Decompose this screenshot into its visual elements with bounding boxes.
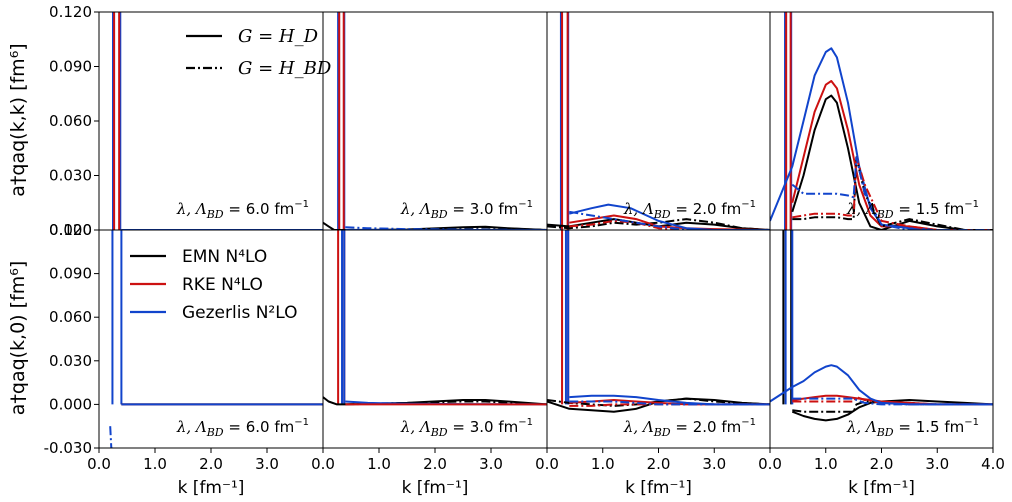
panel-plot-area	[547, 12, 770, 230]
ticks-layer: 0.0000.0300.0600.0900.120-0.0300.0000.03…	[44, 3, 1005, 498]
x-tick-label: 0.0	[87, 455, 111, 473]
panel-frame	[322, 229, 548, 449]
panel-r1-c1: λ, ΛBD = 3.0 fm−1	[322, 229, 548, 449]
series-line-0	[791, 94, 993, 230]
spike-1	[785, 12, 792, 230]
series-line-4	[792, 156, 993, 230]
x-tick-label: 2.0	[647, 455, 671, 473]
legend-top: G = H_D G = H_BD	[186, 26, 332, 79]
x-tick-label: 0.0	[758, 455, 782, 473]
x-tick-label: 1.0	[814, 455, 838, 473]
x-tick-label: 2.0	[423, 455, 447, 473]
series-line-5	[569, 210, 770, 230]
panel-label: λ, ΛBD = 2.0 fm−1	[623, 417, 756, 439]
series-line-3	[109, 426, 113, 448]
panel-label: λ, ΛBD = 6.0 fm−1	[176, 199, 309, 221]
panel-plot-area	[770, 12, 993, 230]
spike-1	[561, 12, 569, 230]
panel-frame	[322, 11, 548, 231]
x-tick-label: 1.0	[367, 455, 391, 473]
panel-label: λ, ΛBD = 3.0 fm−1	[400, 417, 533, 439]
spike-1	[113, 12, 121, 230]
x-axis-label: k [fm⁻¹]	[848, 478, 915, 498]
y-tick-label: 0.120	[49, 3, 92, 21]
y-tick-label: -0.030	[44, 439, 92, 457]
series-line-2	[770, 47, 993, 230]
panel-plot-area	[547, 230, 770, 413]
x-tick-label: 3.0	[702, 455, 726, 473]
x-tick-label: 2.0	[870, 455, 894, 473]
panels-layer: λ, ΛBD = 6.0 fm−1 λ, ΛBD = 3.0 fm−1 λ, ΛBD…	[98, 11, 994, 449]
y-tick-label: 0.000	[49, 221, 92, 239]
y-axis-label-top: a†qaq(k,k) [fm⁶]	[7, 43, 29, 196]
x-tick-label: 2.0	[199, 455, 223, 473]
panel-r1-c3: λ, ΛBD = 1.5 fm−1	[769, 229, 994, 449]
panel-plot-area	[109, 230, 323, 448]
x-axis-label: k [fm⁻¹]	[625, 478, 692, 498]
series-line-3	[569, 219, 770, 230]
series-line-5	[792, 397, 993, 406]
y-tick-label: 0.060	[49, 112, 92, 130]
legend-bottom: EMN N⁴LO RKE N⁴LO Gezerlis N²LO	[130, 247, 298, 323]
panel-plot-area	[323, 12, 547, 230]
spike-0	[111, 230, 123, 405]
panel-label: λ, ΛBD = 3.0 fm−1	[400, 199, 533, 221]
y-tick-label: 0.120	[49, 221, 92, 239]
y-tick-label: 0.030	[49, 167, 92, 185]
legend-top-label: G = H_BD	[238, 58, 332, 79]
panel-label: λ, ΛBD = 1.5 fm−1	[846, 417, 979, 439]
series-line-0	[791, 399, 993, 422]
legend-bottom-label: EMN N⁴LO	[182, 247, 267, 267]
panel-r0-c1: λ, ΛBD = 3.0 fm−1	[322, 11, 548, 231]
panel-label: λ, ΛBD = 6.0 fm−1	[176, 417, 309, 439]
panel-plot-area	[112, 12, 323, 230]
x-tick-label: 3.0	[479, 455, 503, 473]
spike-0	[782, 230, 793, 405]
panel-label: λ, ΛBD = 1.5 fm−1	[846, 199, 979, 221]
series-line-4	[770, 364, 993, 406]
panel-frame	[546, 229, 771, 449]
panel-label: λ, ΛBD = 2.0 fm−1	[623, 199, 756, 221]
panel-plot-area	[770, 230, 993, 422]
spike-0	[112, 12, 122, 230]
x-tick-label: 3.0	[255, 455, 279, 473]
y-tick-label: 0.030	[49, 352, 92, 370]
series-line-2	[792, 394, 993, 406]
x-tick-label: 0.0	[311, 455, 335, 473]
y-tick-label: 0.090	[49, 265, 92, 283]
series-line-5	[569, 400, 770, 406]
x-tick-label: 1.0	[591, 455, 615, 473]
legend-bottom-label: RKE N⁴LO	[182, 275, 263, 295]
x-tick-label: 0.0	[535, 455, 559, 473]
y-axis-label-bottom: a†qaq(k,0) [fm⁶]	[7, 261, 29, 416]
spike-1	[564, 230, 570, 405]
spike-1	[338, 12, 345, 230]
panel-r0-c2: λ, ΛBD = 2.0 fm−1	[546, 11, 771, 231]
series-line-1	[547, 218, 770, 230]
panel-r1-c0: λ, ΛBD = 6.0 fm−1	[98, 229, 324, 449]
spike-1	[784, 230, 794, 405]
x-tick-label: 1.0	[143, 455, 167, 473]
y-tick-label: 0.000	[49, 395, 92, 413]
panel-r0-c3: λ, ΛBD = 1.5 fm−1	[769, 11, 994, 231]
panel-frame	[546, 11, 771, 231]
y-tick-label: 0.060	[49, 308, 92, 326]
series-line-5	[791, 156, 993, 230]
legend-top-label: G = H_D	[238, 26, 319, 47]
panel-r1-c2: λ, ΛBD = 2.0 fm−1	[546, 229, 771, 449]
spike-1	[341, 230, 346, 405]
y-tick-label: 0.090	[49, 58, 92, 76]
legend-bottom-label: Gezerlis N²LO	[182, 303, 298, 323]
x-tick-label: 4.0	[981, 455, 1005, 473]
x-tick-label: 3.0	[925, 455, 949, 473]
x-axis-label: k [fm⁻¹]	[402, 478, 469, 498]
panel-plot-area	[323, 230, 547, 406]
x-axis-label: k [fm⁻¹]	[178, 478, 245, 498]
series-line-3	[569, 403, 770, 407]
